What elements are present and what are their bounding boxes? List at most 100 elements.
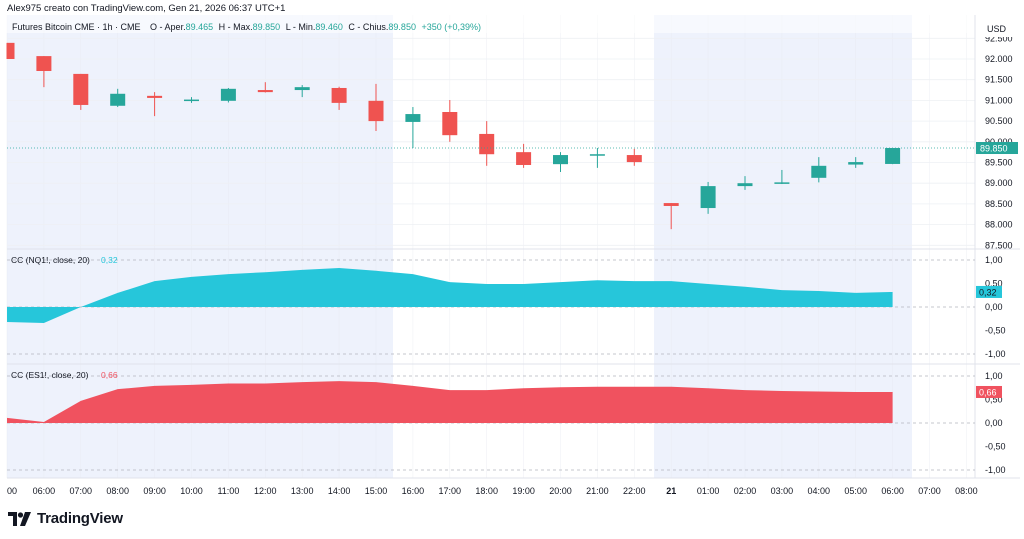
price-tick-label: 91.000 bbox=[985, 95, 1013, 105]
nq-indicator-title: CC (NQ1!, close, 20) bbox=[11, 255, 90, 265]
open-value: 89.465 bbox=[185, 22, 214, 32]
tradingview-logo-text: TradingView bbox=[37, 510, 123, 527]
price-tick-label: 90.000 bbox=[985, 137, 1013, 147]
time-tick-label: 10:00 bbox=[180, 486, 203, 496]
high-value: 89.850 bbox=[252, 22, 281, 32]
open-label: O - Aper. bbox=[150, 22, 186, 32]
nq-indicator-value: 0,32 bbox=[101, 255, 118, 265]
time-tick-label: 18:00 bbox=[475, 486, 498, 496]
time-tick-label: 08:00 bbox=[955, 486, 978, 496]
candle-body bbox=[257, 90, 273, 93]
time-tick-label: 01:00 bbox=[697, 486, 720, 496]
time-tick-label: 02:00 bbox=[734, 486, 757, 496]
time-tick-label: 04:00 bbox=[808, 486, 831, 496]
candle-body bbox=[184, 99, 199, 102]
time-tick-label: 21 bbox=[666, 486, 676, 496]
candle-body bbox=[885, 148, 901, 164]
time-tick-label: 00 bbox=[7, 486, 17, 496]
time-tick-label: 16:00 bbox=[402, 486, 425, 496]
candle-body bbox=[553, 155, 568, 165]
time-tick-label: 19:00 bbox=[512, 486, 535, 496]
es-correlation-area bbox=[7, 381, 893, 423]
currency-label-bg bbox=[975, 15, 1024, 37]
close-value: 89.850 bbox=[388, 22, 416, 32]
candle-body bbox=[147, 95, 163, 98]
candle-body bbox=[73, 73, 89, 105]
candle-body bbox=[442, 111, 458, 136]
candle-body bbox=[220, 88, 236, 101]
es-last-value-label: 0,66 bbox=[979, 387, 997, 397]
indicator-tick-label: 0,00 bbox=[985, 302, 1003, 312]
indicator-tick-label: 0,50 bbox=[985, 395, 1003, 405]
chart-caption: Alex975 creato con TradingView.com, Gen … bbox=[7, 3, 286, 14]
time-tick-label: 03:00 bbox=[771, 486, 794, 496]
candle-body bbox=[663, 203, 679, 206]
tradingview-logo[interactable]: TradingView bbox=[8, 510, 123, 527]
price-tick-label: 88.000 bbox=[985, 220, 1013, 230]
nq-last-value-label: 0,32 bbox=[979, 287, 997, 297]
candle-body bbox=[368, 100, 384, 122]
symbol-name[interactable]: Futures Bitcoin CME · 1h · CME bbox=[12, 22, 141, 32]
candle-body bbox=[589, 154, 605, 156]
indicator-tick-label: -1,00 bbox=[985, 349, 1006, 359]
time-tick-label: 07:00 bbox=[918, 486, 941, 496]
indicator-tick-label: 1,00 bbox=[985, 255, 1003, 265]
change-value: +350 (+0,39%) bbox=[421, 22, 482, 32]
es-last-value-badge bbox=[976, 385, 1002, 398]
indicator-tick-label: 0,00 bbox=[985, 418, 1003, 428]
currency-label: USD bbox=[987, 24, 1007, 34]
time-tick-label: 08:00 bbox=[106, 486, 129, 496]
candle-body bbox=[700, 186, 716, 209]
nq-last-value-badge bbox=[976, 285, 1002, 298]
indicator-tick-label: -0,50 bbox=[985, 442, 1006, 452]
close-label: C - Chius. bbox=[348, 22, 389, 32]
candle-body bbox=[848, 162, 864, 165]
candle-body bbox=[331, 87, 347, 103]
last-price-badge bbox=[976, 142, 1018, 155]
nq-correlation-area bbox=[7, 267, 893, 323]
candle-body bbox=[7, 42, 15, 59]
time-tick-label: 20:00 bbox=[549, 486, 572, 496]
time-tick-label: 05:00 bbox=[844, 486, 867, 496]
price-tick-label: 92.000 bbox=[985, 54, 1013, 64]
candle-body bbox=[774, 182, 790, 184]
low-label: L - Min. bbox=[285, 22, 316, 32]
time-tick-label: 22:00 bbox=[623, 486, 646, 496]
time-tick-label: 13:00 bbox=[291, 486, 314, 496]
price-tick-label: 87.500 bbox=[985, 240, 1013, 250]
candle-body bbox=[294, 87, 310, 91]
time-tick-label: 11:00 bbox=[217, 486, 239, 496]
candle-body bbox=[36, 56, 52, 72]
time-tick-label: 21:00 bbox=[586, 486, 609, 496]
candle-body bbox=[737, 183, 753, 187]
legend-band bbox=[0, 15, 975, 33]
high-label: H - Max. bbox=[218, 22, 253, 32]
time-tick-label: 06:00 bbox=[33, 486, 56, 496]
price-tick-label: 89.000 bbox=[985, 178, 1013, 188]
price-tick-label: 90.500 bbox=[985, 116, 1013, 126]
indicator-tick-label: 1,00 bbox=[985, 371, 1003, 381]
low-value: 89.460 bbox=[315, 22, 343, 32]
candle-body bbox=[626, 155, 642, 163]
symbol-legend: Futures Bitcoin CME · 1h · CME O - Aper.… bbox=[12, 22, 484, 32]
time-tick-label: 12:00 bbox=[254, 486, 277, 496]
price-tick-label: 92.500 bbox=[985, 33, 1013, 43]
candle-body bbox=[811, 165, 827, 178]
price-tick-label: 88.500 bbox=[985, 199, 1013, 209]
candle-body bbox=[110, 93, 126, 106]
time-tick-label: 15:00 bbox=[365, 486, 388, 496]
time-tick-label: 09:00 bbox=[143, 486, 166, 496]
candle-body bbox=[405, 114, 421, 122]
time-tick-label: 17:00 bbox=[439, 486, 462, 496]
indicator-tick-label: -0,50 bbox=[985, 326, 1006, 336]
price-tick-label: 91.500 bbox=[985, 75, 1013, 85]
last-price-label: 89.850 bbox=[980, 144, 1008, 154]
time-tick-label: 06:00 bbox=[881, 486, 904, 496]
indicator-tick-label: -1,00 bbox=[985, 465, 1006, 475]
time-tick-label: 14:00 bbox=[328, 486, 351, 496]
candle-body bbox=[479, 133, 495, 155]
price-tick-label: 89.500 bbox=[985, 158, 1013, 168]
indicator-tick-label: 0,50 bbox=[985, 279, 1003, 289]
time-tick-label: 07:00 bbox=[70, 486, 93, 496]
